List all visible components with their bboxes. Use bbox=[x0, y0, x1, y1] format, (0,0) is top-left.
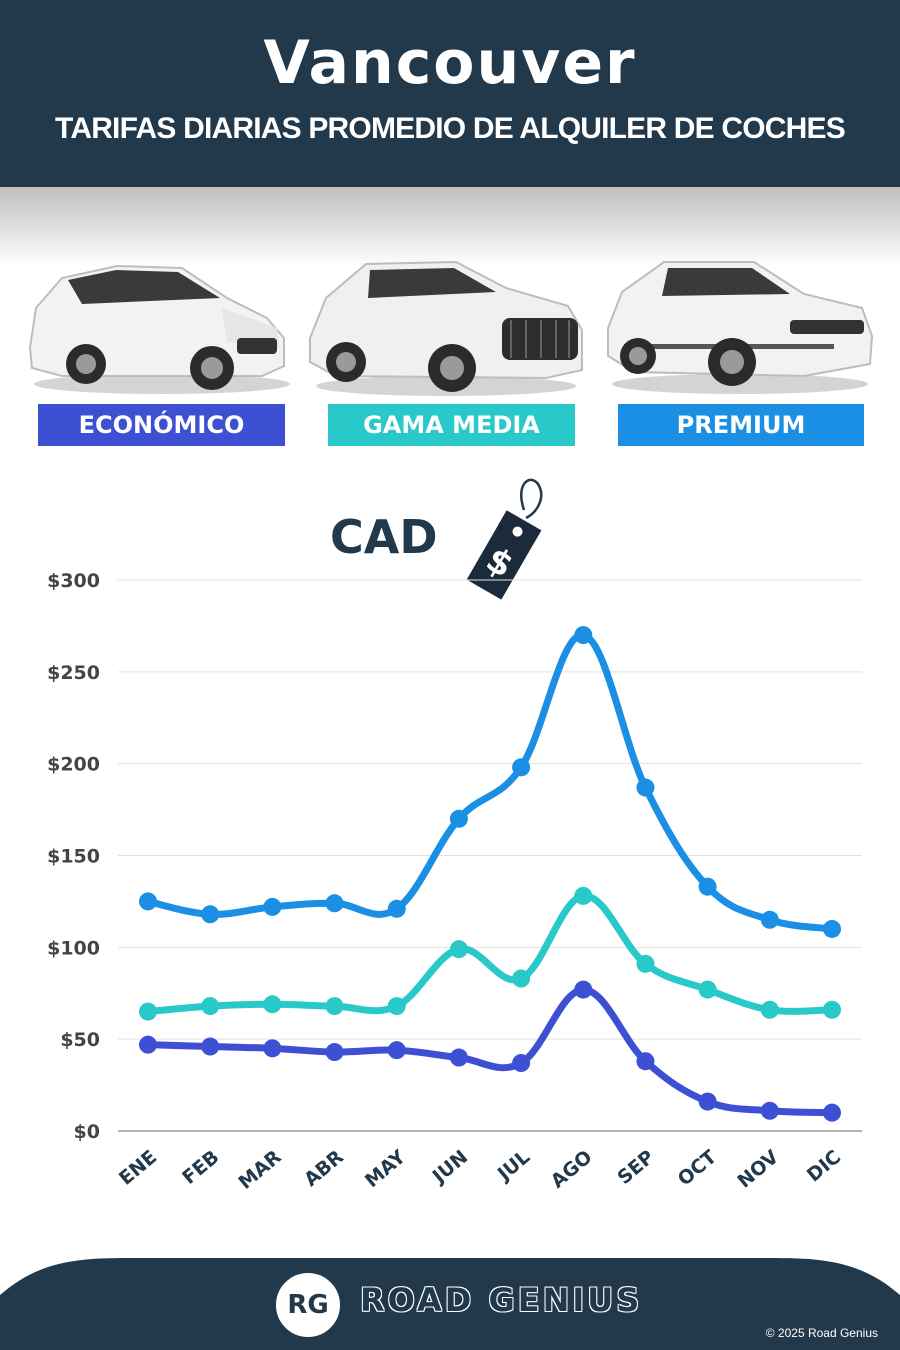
x-tick-label: JUN bbox=[427, 1146, 472, 1189]
data-point bbox=[760, 910, 779, 929]
category-label-gama-media: GAMA MEDIA bbox=[328, 404, 575, 446]
x-tick-label: ABR bbox=[300, 1146, 348, 1191]
page-title: Vancouver bbox=[263, 28, 637, 98]
rates-line-chart: $0 $50 $100 $150 $200 $250 $300 ENE FEB MAR ABR MAY… bbox=[47, 570, 862, 1194]
data-point bbox=[387, 899, 406, 918]
x-tick-label: JUL bbox=[492, 1146, 534, 1186]
series-line bbox=[144, 986, 836, 1117]
data-point bbox=[325, 1043, 344, 1062]
data-point bbox=[636, 1052, 655, 1071]
data-point bbox=[387, 1041, 406, 1060]
data-point bbox=[512, 1054, 531, 1073]
category-label-economico: ECONÓMICO bbox=[38, 404, 285, 446]
x-tick-label: FEB bbox=[178, 1146, 223, 1189]
y-tick-label: $150 bbox=[47, 846, 100, 868]
y-tick-label: $0 bbox=[74, 1121, 100, 1143]
data-point bbox=[636, 954, 655, 973]
data-point bbox=[823, 919, 841, 938]
price-tag-icon: $ bbox=[466, 478, 543, 600]
data-point bbox=[823, 1000, 841, 1019]
x-tick-label: OCT bbox=[674, 1146, 721, 1191]
footer-banner bbox=[0, 1258, 900, 1350]
y-tick-label: $50 bbox=[60, 1029, 100, 1051]
data-point bbox=[760, 1101, 779, 1120]
x-tick-label: MAY bbox=[361, 1146, 410, 1192]
data-point bbox=[139, 1002, 157, 1021]
hatchback-car-image bbox=[28, 264, 290, 394]
data-point bbox=[823, 1103, 841, 1122]
logo-initials: RG bbox=[287, 1290, 329, 1320]
y-tick-label: $300 bbox=[47, 570, 100, 592]
data-point bbox=[698, 980, 717, 999]
x-tick-label: AGO bbox=[547, 1146, 597, 1193]
data-point bbox=[325, 997, 344, 1016]
header-shadow bbox=[0, 187, 900, 267]
data-point bbox=[698, 877, 717, 896]
data-point bbox=[325, 894, 344, 913]
data-point bbox=[512, 758, 531, 777]
brand-name: ROAD GENIUS bbox=[360, 1281, 643, 1319]
y-tick-label: $200 bbox=[47, 754, 100, 776]
currency-label: CAD bbox=[330, 510, 438, 564]
x-tick-label: NOV bbox=[733, 1146, 783, 1193]
page-subtitle: TARIFAS DIARIAS PROMEDIO DE ALQUILER DE … bbox=[55, 112, 846, 145]
data-point bbox=[139, 1035, 157, 1054]
y-tick-label: $100 bbox=[47, 937, 100, 959]
data-point bbox=[449, 809, 468, 828]
x-tick-label: DIC bbox=[803, 1146, 845, 1187]
data-point bbox=[698, 1092, 717, 1111]
data-point bbox=[139, 892, 157, 911]
data-point bbox=[574, 980, 593, 999]
x-tick-label: ENE bbox=[115, 1146, 161, 1190]
copyright-text: © 2025 Road Genius bbox=[765, 1326, 878, 1340]
data-point bbox=[263, 995, 282, 1014]
suv-car-image bbox=[309, 260, 583, 396]
header-banner: Vancouver TARIFAS DIARIAS PROMEDIO DE AL… bbox=[0, 0, 900, 187]
data-point bbox=[263, 897, 282, 916]
category-label-premium: PREMIUM bbox=[618, 404, 864, 446]
data-point bbox=[387, 997, 406, 1016]
data-point bbox=[201, 1037, 220, 1056]
data-point bbox=[760, 1000, 779, 1019]
data-point bbox=[449, 1048, 468, 1067]
data-point bbox=[449, 940, 468, 959]
y-tick-label: $250 bbox=[47, 662, 100, 684]
series-line bbox=[144, 631, 836, 933]
data-point bbox=[636, 778, 655, 797]
luxury-suv-image bbox=[607, 261, 874, 394]
currency-indicator: CAD $ bbox=[330, 470, 560, 610]
x-tick-label: SEP bbox=[613, 1146, 658, 1189]
data-point bbox=[574, 626, 593, 645]
data-point bbox=[512, 969, 531, 988]
data-point bbox=[201, 905, 220, 924]
x-tick-label: MAR bbox=[234, 1146, 285, 1194]
data-point bbox=[263, 1039, 282, 1058]
data-point bbox=[201, 997, 220, 1016]
road-genius-logo-icon bbox=[273, 1270, 343, 1340]
data-point bbox=[574, 886, 593, 905]
